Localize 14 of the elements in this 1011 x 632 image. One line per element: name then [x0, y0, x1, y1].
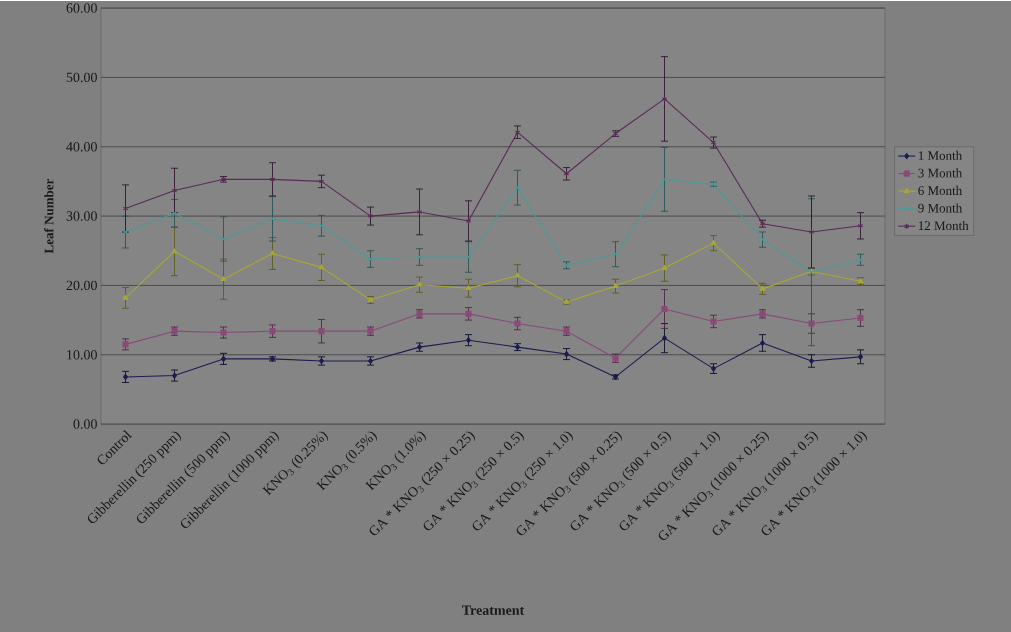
x-axis-title: Treatment — [462, 605, 525, 615]
y-tick-label: 10.00 — [67, 349, 97, 360]
y-tick-label: 60.00 — [66, 3, 97, 13]
y-tick-label: 50.00 — [66, 72, 97, 83]
legend-label: 1 Month — [918, 150, 963, 160]
legend-label: 6 Month — [918, 185, 963, 195]
legend-label: 9 Month — [918, 203, 963, 213]
y-tick-label: 0.00 — [73, 419, 97, 429]
y-tick-label: 30.00 — [66, 211, 97, 221]
legend-label: 3 Month — [918, 168, 963, 178]
y-tick-label: 20.00 — [66, 280, 97, 291]
y-axis-title: Leaf Number — [44, 178, 54, 254]
y-tick-label: 40.00 — [66, 141, 97, 152]
legend-label: 12 Month — [918, 220, 969, 231]
